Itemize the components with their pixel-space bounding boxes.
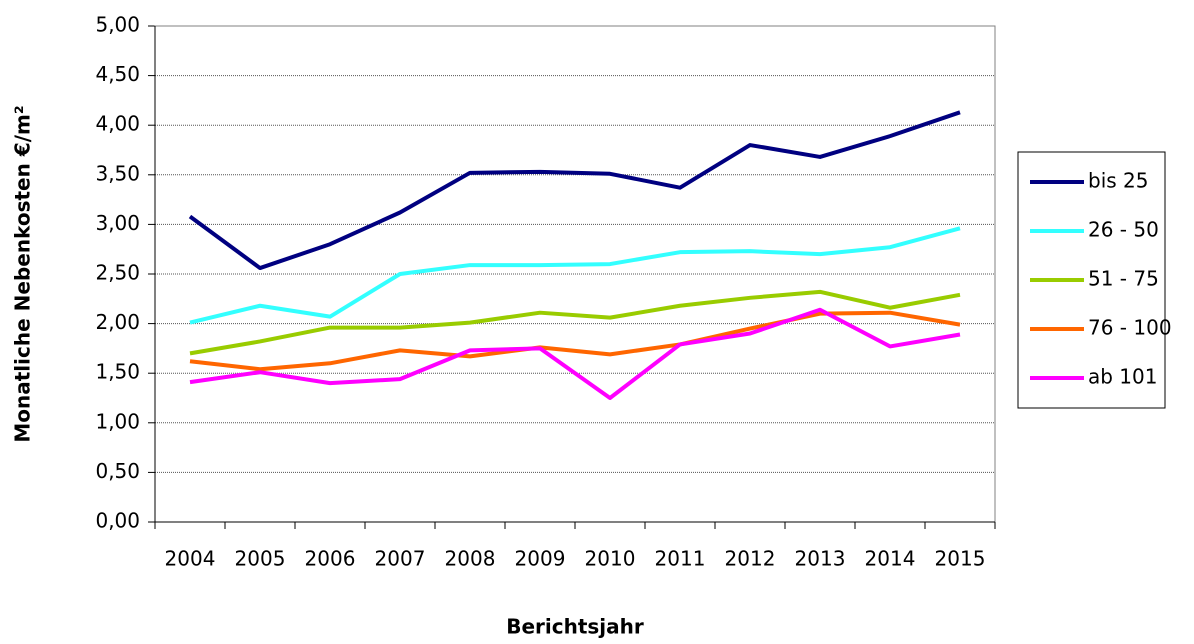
legend-label: 51 - 75 [1088, 267, 1159, 291]
y-tick-label: 0,50 [95, 459, 140, 483]
x-tick-label: 2014 [865, 547, 916, 571]
legend-label: ab 101 [1088, 365, 1157, 389]
y-tick-label: 1,50 [95, 360, 140, 384]
legend-label: 76 - 100 [1088, 316, 1172, 340]
y-axis-title: Monatliche Nebenkosten €/m² [11, 105, 35, 442]
x-axis-title: Berichtsjahr [506, 615, 644, 639]
y-tick-label: 3,50 [95, 161, 140, 185]
x-tick-label: 2008 [445, 547, 496, 571]
y-tick-label: 4,50 [95, 62, 140, 86]
x-tick-label: 2015 [935, 547, 986, 571]
y-tick-label: 2,50 [95, 261, 140, 285]
x-tick-label: 2012 [725, 547, 776, 571]
x-tick-label: 2013 [795, 547, 846, 571]
x-tick-label: 2009 [515, 547, 566, 571]
x-tick-label: 2006 [305, 547, 356, 571]
x-tick-label: 2005 [235, 547, 286, 571]
series-line [189, 289, 961, 356]
y-tick-label: 1,00 [95, 409, 140, 433]
legend-label: 26 - 50 [1088, 218, 1159, 242]
y-tick-label: 0,00 [95, 509, 140, 533]
y-tick-label: 3,00 [95, 211, 140, 235]
series-line [189, 307, 961, 400]
x-tick-label: 2010 [585, 547, 636, 571]
legend-label: bis 25 [1088, 169, 1148, 193]
x-tick-label: 2011 [655, 547, 706, 571]
x-tick-label: 2004 [165, 547, 216, 571]
series-line [188, 110, 961, 271]
series-line [189, 226, 961, 325]
x-tick-label: 2007 [375, 547, 426, 571]
y-tick-label: 2,00 [95, 310, 140, 334]
y-tick-label: 5,00 [95, 13, 140, 37]
series-line [189, 310, 961, 372]
y-tick-label: 4,00 [95, 112, 140, 136]
